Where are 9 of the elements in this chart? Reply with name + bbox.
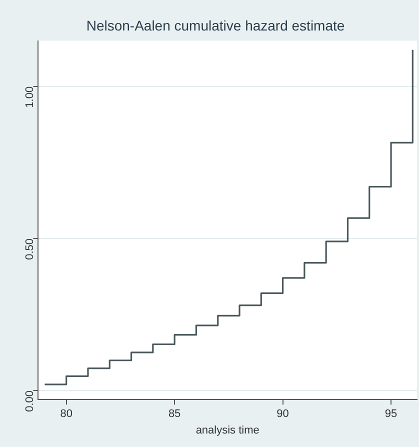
x-tick-label: 90 xyxy=(276,408,289,420)
y-tick-label: 0.50 xyxy=(24,238,36,260)
chart-title: Nelson-Aalen cumulative hazard estimate xyxy=(86,17,345,34)
x-axis-title: analysis time xyxy=(196,424,260,436)
x-tick-label: 95 xyxy=(384,408,398,420)
x-tick-label: 80 xyxy=(60,408,72,420)
x-tick-label: 85 xyxy=(168,408,181,420)
y-tick-label: 1.00 xyxy=(24,86,36,108)
y-tick-label: 0.00 xyxy=(24,390,36,412)
